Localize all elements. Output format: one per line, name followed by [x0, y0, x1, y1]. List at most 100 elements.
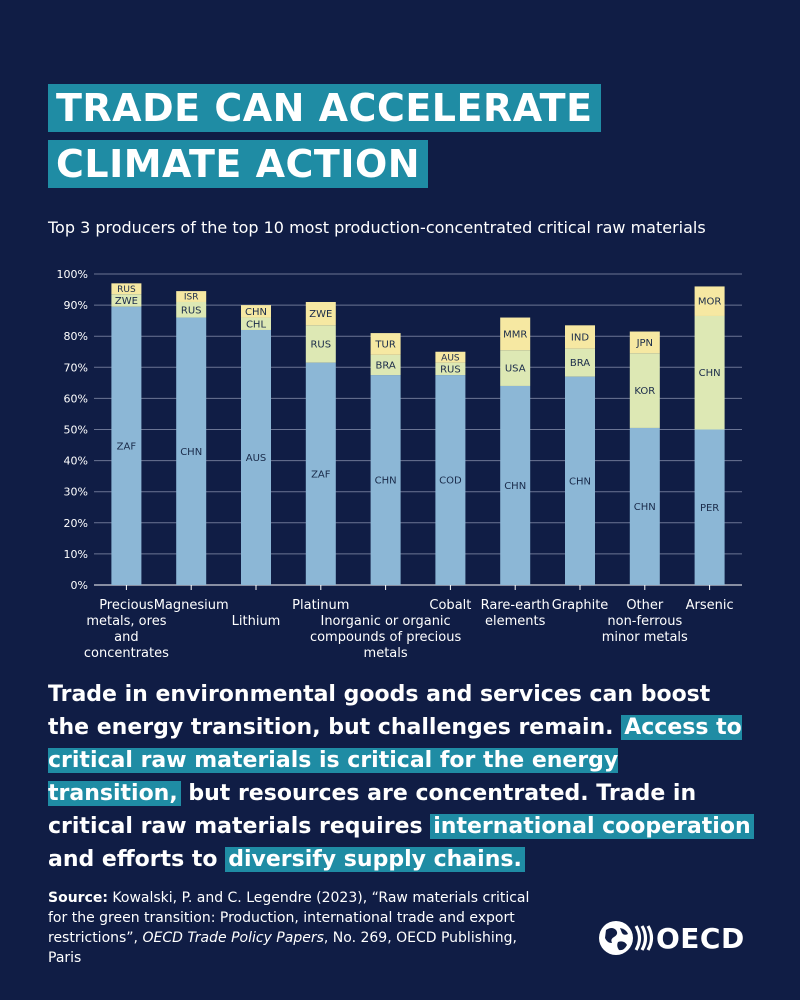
segment-label: ZWE	[309, 309, 332, 320]
segment-label: CHN	[634, 502, 656, 513]
stacked-bar-chart: 0% 10% 20% 30% 40% 50% 60% 70% 80% 90% 100% ZAF ZWE…	[57, 268, 742, 661]
bar-stack: PER CHN MOR	[694, 286, 725, 585]
segment-label: ISR	[184, 293, 199, 303]
bar-segment	[111, 294, 142, 307]
bar-segment	[500, 385, 531, 585]
x-category-label-line: Lithium	[232, 614, 281, 629]
title-line-1: TRADE CAN ACCELERATE	[48, 84, 601, 132]
segment-label: CHL	[246, 319, 267, 330]
segment-label: CHN	[569, 476, 591, 487]
bar-stack: CHN KOR JPN	[629, 331, 660, 585]
x-category-label: Graphite	[552, 598, 609, 613]
y-axis-ticks: 0% 10% 20% 30% 40% 50% 60% 70% 80% 90% 100%	[57, 268, 88, 592]
bar-stack: CHN RUS ISR	[176, 291, 207, 585]
x-category-label: Platinum	[292, 598, 349, 613]
y-tick-label: 80%	[64, 330, 88, 343]
segment-label: TUR	[374, 339, 395, 350]
segment-label: CHN	[180, 447, 202, 458]
segment-label: PER	[700, 503, 719, 514]
title-line-2: CLIMATE ACTION	[48, 140, 429, 188]
bar-segment	[241, 329, 271, 585]
x-category-label-line: Inorganic or organic	[320, 614, 450, 629]
x-category-label: Rare-earth elements	[481, 598, 550, 629]
segment-label: RUS	[117, 285, 136, 295]
y-tick-label: 20%	[64, 517, 88, 530]
bar-segment	[435, 375, 466, 585]
x-category-label-line: minor metals	[602, 630, 688, 645]
bar-segment	[565, 348, 595, 377]
x-category-label-line: Arsenic	[686, 598, 734, 613]
x-category-label-line: Magnesium	[154, 598, 229, 613]
source-label: Source:	[48, 890, 108, 906]
bar-segment	[241, 317, 271, 330]
y-tick-label: 10%	[64, 548, 88, 561]
segment-label: AUS	[246, 453, 267, 464]
body-highlight-3: diversify supply chains.	[225, 847, 525, 872]
bar-segment	[176, 301, 207, 318]
bar-stack: CHN BRA TUR	[370, 333, 401, 585]
segment-label: BRA	[570, 358, 590, 369]
segment-label: COD	[439, 476, 462, 487]
source-italic: OECD Trade Policy Papers	[142, 930, 324, 946]
x-category-label: Arsenic	[686, 598, 734, 613]
bar-segment	[305, 325, 336, 363]
segment-label: JPN	[636, 338, 653, 349]
segment-label: MOR	[698, 297, 721, 308]
chart-bars: ZAFZWERUSCHNRUSISRAUSCHLCHNZAFRUSZWECHNB…	[111, 283, 725, 585]
bar-segment	[694, 286, 725, 316]
bar-segment	[305, 362, 336, 585]
x-category-label-line: metals, ores	[86, 614, 166, 629]
source-text-1: Kowalski, P. and C. Legendre (2023), “Ra…	[48, 890, 530, 946]
bar-segment	[565, 325, 595, 349]
segment-label: MMR	[503, 329, 527, 340]
y-tick-label: 50%	[64, 424, 88, 437]
y-tick-label: 40%	[64, 455, 88, 468]
segment-label: USA	[505, 364, 526, 375]
bar-segment	[241, 305, 271, 318]
bar-segment	[435, 362, 466, 376]
x-category-label-line: Graphite	[552, 598, 609, 613]
x-category-label-line: Platinum	[292, 598, 349, 613]
x-category-label: Precious metals, ores and concentrates	[84, 598, 169, 661]
y-tick-label: 70%	[64, 361, 88, 374]
bar-segment	[176, 317, 207, 585]
bar-segment	[629, 427, 660, 585]
y-tick-label: 100%	[57, 268, 88, 281]
bar-segment	[694, 315, 725, 430]
bar-segment	[305, 301, 336, 326]
bar-segment	[370, 354, 401, 376]
y-tick-label: 60%	[64, 392, 88, 405]
x-category-label-line: Precious	[99, 598, 154, 613]
body-text-2: but resources are concentrated. Trade in…	[48, 781, 697, 839]
x-category-label-line: metals	[364, 646, 408, 661]
segment-label: CHN	[245, 307, 267, 318]
bar-segment	[629, 331, 660, 354]
x-category-label: Inorganic or organic compounds of preciou…	[310, 614, 462, 661]
segment-label: RUS	[440, 364, 461, 375]
source-text-2: , No. 269, OECD Publishing, Paris	[48, 930, 517, 966]
segment-label: RUS	[310, 339, 331, 350]
source-citation: Source: Kowalski, P. and C. Legendre (20…	[48, 888, 548, 968]
bar-segment	[565, 376, 595, 585]
bar-segment	[500, 350, 531, 386]
body-text-1: Trade in environmental goods and service…	[48, 682, 711, 740]
segment-label: CHN	[504, 481, 526, 492]
x-category-label: Magnesium	[154, 598, 229, 613]
segment-label: CHN	[699, 368, 721, 379]
oecd-logo[interactable]: OECD	[596, 918, 745, 958]
x-category-label: Cobalt	[429, 598, 471, 613]
y-tick-label: 30%	[64, 486, 88, 499]
segment-label: CHN	[375, 476, 397, 487]
oecd-globe-icon	[599, 921, 654, 955]
segment-label: RUS	[181, 305, 202, 316]
bar-segment	[629, 353, 660, 428]
bar-stack: ZAF RUS ZWE	[305, 301, 336, 585]
bar-segment	[435, 351, 466, 363]
bar-segment	[500, 317, 531, 351]
x-category-label: Lithium	[232, 614, 281, 629]
bar-segment	[370, 333, 401, 355]
x-category-label-line: elements	[485, 614, 546, 629]
body-text-3: and efforts to	[48, 847, 218, 872]
